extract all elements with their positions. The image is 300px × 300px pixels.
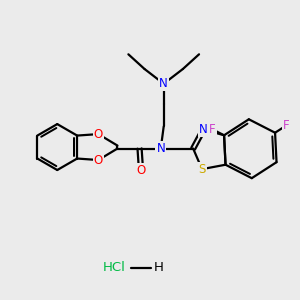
Text: O: O [94,154,103,166]
Text: N: N [156,142,165,155]
Text: O: O [94,128,103,141]
Text: H: H [154,261,164,274]
Text: HCl: HCl [103,261,126,274]
Text: N: N [199,123,208,136]
Text: O: O [136,164,146,177]
Text: F: F [283,119,290,132]
Text: N: N [159,77,168,90]
Text: S: S [198,163,206,176]
Text: F: F [209,123,216,136]
